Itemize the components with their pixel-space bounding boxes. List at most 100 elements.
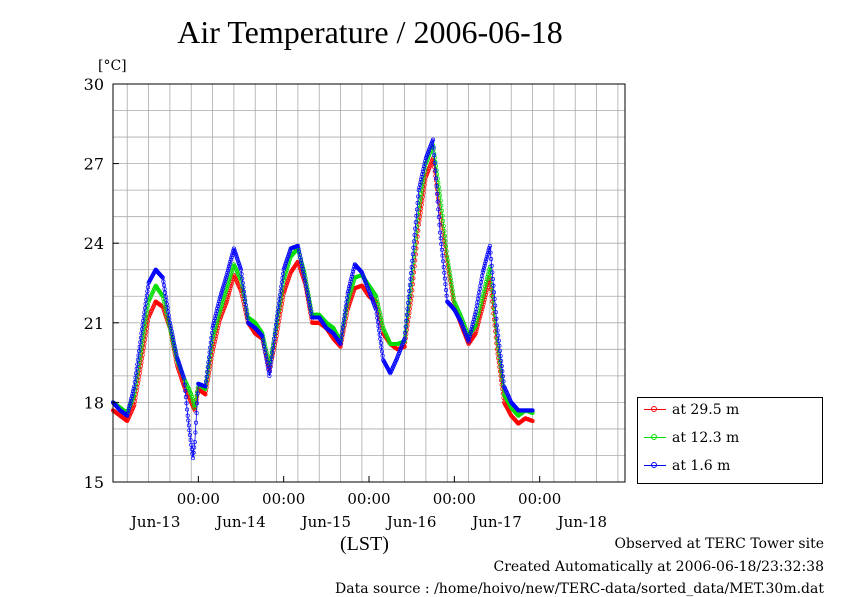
data-point [417,182,423,187]
series-line [112,158,533,425]
data-point [244,311,249,317]
data-point [297,252,302,257]
data-point [479,299,484,304]
data-point [231,246,236,251]
data-point [144,293,149,298]
data-point [440,213,445,218]
data-point [300,266,305,271]
data-point [483,282,488,287]
data-point [377,307,382,312]
data-point [166,313,171,318]
data-point [479,309,484,314]
data-point [338,341,343,347]
data-point [125,411,130,416]
data-point [160,275,165,280]
footer-observed: Observed at TERC Tower site [614,536,824,552]
data-point [444,293,449,298]
data-point [497,359,503,364]
data-point [224,272,229,278]
x-tick-label: 00:00 [347,490,390,508]
data-point [405,306,410,311]
data-point [225,284,230,289]
data-point [176,360,181,365]
legend-item-1.6m: at 1.6 m [644,458,730,474]
data-point [285,280,290,286]
data-point [134,366,139,371]
data-point [373,293,378,298]
data-point [379,349,385,354]
data-point [220,286,225,292]
data-point [419,174,424,179]
data-point [467,334,472,339]
data-point [492,296,497,301]
data-point [184,401,189,406]
data-point [417,185,422,190]
data-point [275,313,280,318]
footer-datasource: Data source : /home/hoivo/new/TERC-data/… [335,581,824,597]
data-point [419,187,424,192]
data-point [407,288,412,294]
data-point [215,306,220,311]
data-point [227,261,232,267]
data-point [162,286,167,292]
data-point [191,450,196,455]
data-point [421,190,426,195]
data-point [302,270,307,275]
data-point [267,369,273,374]
data-point [195,391,200,396]
x-day-label: Jun-18 [556,513,608,531]
legend-item-29.5m: at 29.5 m [644,402,739,418]
data-point [142,323,148,328]
data-point [286,251,292,256]
data-point [276,301,281,306]
data-point [215,318,220,324]
data-point [443,288,449,293]
data-point [410,258,415,263]
data-point [484,279,489,284]
data-point [284,258,289,263]
data-point [209,330,215,336]
data-point [134,371,139,376]
data-point [174,355,180,360]
data-point [409,265,414,270]
data-point [176,358,181,363]
data-point [161,283,167,288]
data-point [420,198,425,203]
data-point [442,270,447,275]
data-point [219,288,225,294]
data-point [349,274,354,279]
data-point [224,299,229,304]
data-point [218,292,223,297]
data-point [189,394,194,399]
data-point [297,249,302,254]
data-point [471,319,476,324]
data-point [281,271,286,276]
data-point [295,243,300,248]
legend: at 29.5 m at 12.3 m at 1.6 m [637,397,823,484]
data-point [160,293,165,298]
data-point [451,292,456,297]
data-point [222,278,228,284]
data-point [404,312,409,317]
data-point [435,191,440,196]
x-tick-label: 00:00 [262,490,305,508]
data-point [347,281,353,286]
data-point [481,291,486,296]
data-point [419,206,424,211]
x-day-label: Jun-13 [129,513,181,531]
data-point [135,357,140,362]
data-point [273,322,279,327]
data-point [419,202,424,207]
data-point [499,364,504,369]
data-point [450,288,455,293]
data-point [501,379,506,384]
data-point [422,164,427,169]
data-point [280,276,285,281]
data-point [286,275,292,280]
data-point [345,295,350,300]
data-point [136,353,141,358]
data-point [230,268,235,273]
data-point [128,401,133,406]
data-point [379,318,384,323]
data-point [144,330,149,335]
